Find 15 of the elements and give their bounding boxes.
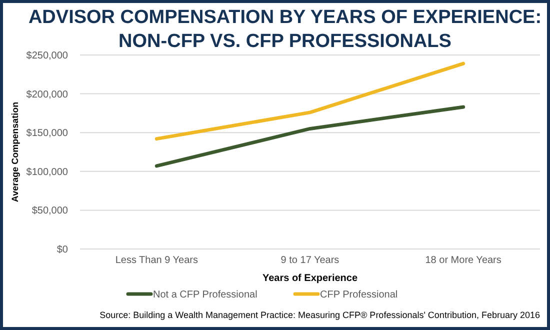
y-tick-label: $0	[56, 244, 68, 256]
x-axis-title: Years of Experience	[262, 273, 358, 284]
y-tick-label: $200,000	[26, 89, 68, 100]
legend-label: CFP Professional	[320, 290, 398, 300]
legend-label: Not a CFP Professional	[153, 290, 258, 300]
x-tick-label: 18 or More Years	[425, 255, 502, 266]
y-tick-label: $150,000	[26, 128, 68, 140]
y-axis-title: Average Compensation	[10, 102, 20, 202]
y-tick-label: $100,000	[26, 166, 68, 178]
x-tick-label: 9 to 17 Years	[280, 255, 340, 266]
y-tick-label: $50,000	[32, 206, 68, 217]
source-note: Source: Building a Wealth Management Practice: Measuring CFP® Professionals' Contribution, February 2016	[100, 310, 540, 320]
chart-title: ADVISOR COMPENSATION BY YEARS OF EXPERIENCE: NON-CFP VS. CFP PROFESSIONALS	[28, 7, 542, 52]
x-tick-label: Less Than 9 Years	[115, 255, 198, 266]
y-tick-label: $250,000	[26, 50, 68, 62]
